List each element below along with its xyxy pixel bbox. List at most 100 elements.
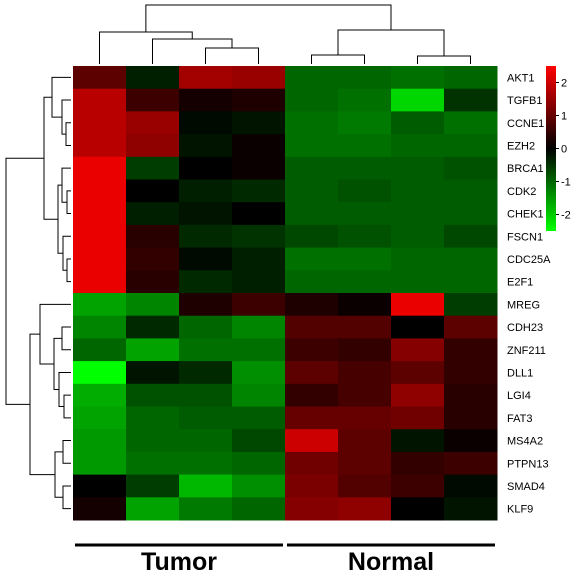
dendrogram-link	[63, 394, 71, 419]
row-label: CCNE1	[507, 118, 544, 130]
group-annotations: Tumor Normal	[75, 543, 495, 575]
heatmap-cell	[126, 134, 180, 158]
heatmap-cell	[444, 88, 498, 112]
heatmap-cell	[444, 406, 498, 430]
heatmap-cell	[444, 361, 498, 385]
heatmap-cell	[73, 202, 127, 226]
heatmap-cell	[285, 497, 339, 521]
heatmap-cell	[179, 202, 233, 226]
heatmap-cell	[126, 179, 180, 203]
dendrogram-link	[99, 31, 193, 64]
heatmap-cell	[391, 293, 445, 317]
heatmap-cell	[391, 497, 445, 521]
heatmap-cell	[179, 134, 233, 158]
row-label: CDK2	[507, 186, 536, 198]
heatmap-cell	[126, 66, 180, 90]
heatmap-cell	[179, 429, 233, 453]
heatmap-cell	[179, 66, 233, 90]
heatmap-cell	[444, 270, 498, 294]
heatmap-cell	[338, 247, 392, 271]
heatmap-cell	[126, 497, 180, 521]
row-label: PTPN13	[507, 458, 549, 470]
heatmap-cell	[232, 429, 286, 453]
row-label: SMAD4	[507, 481, 545, 493]
heatmap-cell	[338, 293, 392, 317]
heatmap-cell	[338, 406, 392, 430]
heatmap-cell	[285, 179, 339, 203]
heatmap-cell	[444, 497, 498, 521]
heatmap-cell	[285, 293, 339, 317]
dendrogram-link	[417, 55, 471, 64]
dendrogram-link	[66, 190, 71, 215]
heatmap-cell	[126, 270, 180, 294]
heatmap-cell	[338, 111, 392, 135]
heatmap-cell	[338, 474, 392, 498]
heatmap-cell	[444, 156, 498, 180]
heatmap-cell	[179, 315, 233, 339]
heatmap-cell	[444, 134, 498, 158]
dendrogram-link	[205, 47, 259, 64]
heatmap-cell	[179, 179, 233, 203]
heatmap-cell	[73, 406, 127, 430]
dendrogram-link	[29, 333, 55, 476]
row-label: DLL1	[507, 367, 533, 379]
heatmap-cell	[444, 202, 498, 226]
heatmap-cell	[73, 111, 127, 135]
heatmap-cell	[285, 429, 339, 453]
heatmap-cell	[444, 179, 498, 203]
heatmap-cell	[338, 88, 392, 112]
heatmap-cell	[126, 111, 180, 135]
heatmap-cell	[73, 361, 127, 385]
heatmap-cell	[391, 338, 445, 362]
dendrogram-link	[62, 485, 71, 510]
heatmap-cell	[338, 361, 392, 385]
heatmap-cell	[444, 111, 498, 135]
heatmap-cell	[232, 338, 286, 362]
dendrogram-link	[337, 29, 445, 56]
heatmap-cell	[338, 156, 392, 180]
heatmap-cell	[232, 179, 286, 203]
heatmap-cell	[391, 156, 445, 180]
heatmap-cell	[391, 134, 445, 158]
heatmap-cell	[285, 451, 339, 476]
heatmap-cell	[126, 451, 180, 476]
heatmap-cell	[338, 451, 392, 476]
heatmap-cell	[285, 383, 339, 407]
heatmap-cell	[179, 383, 233, 407]
heatmap-cell	[444, 315, 498, 339]
heatmap-cell	[391, 315, 445, 339]
heatmap-cell	[285, 111, 339, 135]
heatmap-cell	[179, 338, 233, 362]
heatmap-cell	[444, 247, 498, 271]
heatmap-cell	[391, 88, 445, 112]
color-scale-ticks: 2 1 0 -1 -2	[556, 78, 571, 222]
heatmap-cell	[73, 497, 127, 521]
color-scale-tick-label: 2	[561, 78, 567, 90]
heatmap-cell	[232, 270, 286, 294]
heatmap-cell	[338, 497, 392, 521]
row-label: MS4A2	[507, 436, 543, 448]
heatmap-cell	[391, 270, 445, 294]
heatmap-cell	[444, 451, 498, 476]
heatmap-cell	[232, 406, 286, 430]
heatmap-cell	[391, 451, 445, 476]
dendrogram-link	[66, 258, 71, 283]
heatmap-cell	[232, 315, 286, 339]
heatmap-cell	[179, 474, 233, 498]
heatmap-cell	[391, 202, 445, 226]
heatmap-cell	[73, 270, 127, 294]
heatmap-cell	[126, 429, 180, 453]
heatmap-cell	[232, 202, 286, 226]
heatmap-cell	[73, 88, 127, 112]
heatmap-cell	[444, 66, 498, 90]
heatmap-cell	[126, 338, 180, 362]
heatmap-cell	[391, 179, 445, 203]
heatmap-cell	[444, 429, 498, 453]
heatmap-cell	[285, 315, 339, 339]
group-label: Normal	[348, 548, 434, 575]
heatmap-cell	[338, 179, 392, 203]
dendrogram-link	[43, 96, 58, 220]
heatmap-cell	[73, 293, 127, 317]
heatmap-cell	[285, 474, 339, 498]
heatmap-cell	[232, 383, 286, 407]
